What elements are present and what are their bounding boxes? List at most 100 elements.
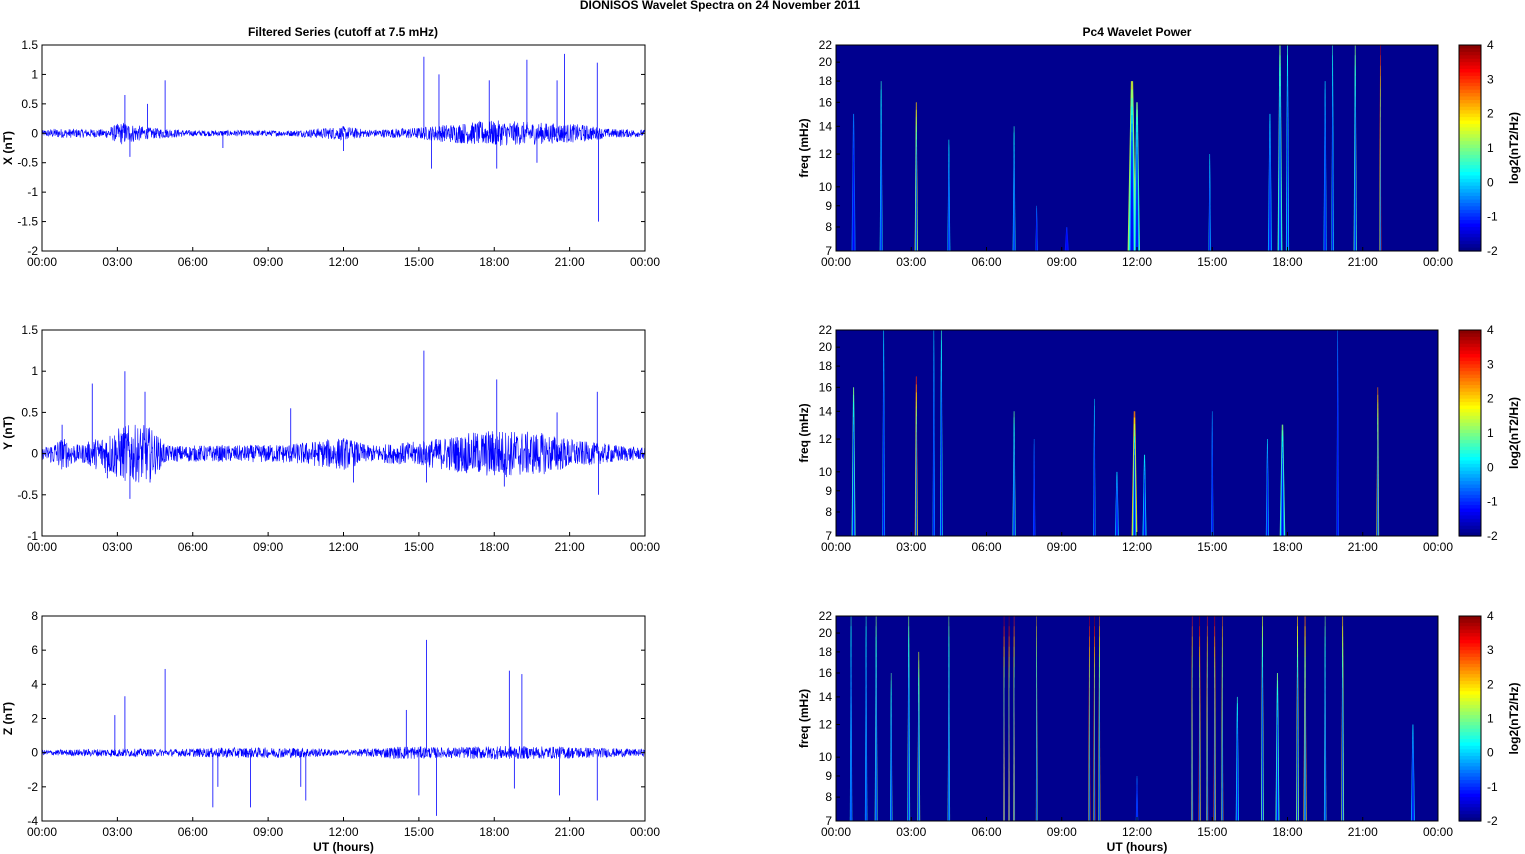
y-tick-label: 22	[819, 609, 833, 623]
colorbar-tick-label: -2	[1487, 814, 1498, 828]
x-axis-label: UT (hours)	[1107, 840, 1168, 854]
colorbar-cell	[1459, 79, 1481, 84]
colorbar-cell	[1459, 742, 1481, 747]
colorbar-cell	[1459, 732, 1481, 737]
colorbar-tick-label: -1	[1487, 495, 1498, 509]
colorbar-cell	[1459, 340, 1481, 345]
y-tick-label: 1.5	[21, 323, 38, 337]
colorbar-cell	[1459, 660, 1481, 665]
colorbar-cell	[1459, 477, 1481, 482]
colorbar-cell	[1459, 773, 1481, 778]
y-tick-label: -2	[27, 780, 38, 794]
colorbar-cell	[1459, 518, 1481, 523]
y-tick-label: 2	[31, 712, 38, 726]
colorbar-cell	[1459, 525, 1481, 530]
x-tick-label: 12:00	[328, 540, 358, 554]
colorbar-cell	[1459, 75, 1481, 80]
y-axis-label: freq (mHz)	[797, 689, 811, 748]
colorbar-cell	[1459, 45, 1481, 50]
colorbar-cell	[1459, 206, 1481, 211]
colorbar-cell	[1459, 347, 1481, 352]
colorbar-cell	[1459, 65, 1481, 70]
colorbar-cell	[1459, 55, 1481, 60]
power-streak	[1008, 687, 1010, 821]
colorbar-cell	[1459, 168, 1481, 173]
colorbar-cell	[1459, 636, 1481, 641]
colorbar-cell	[1459, 467, 1481, 472]
x-tick-label: 03:00	[102, 540, 132, 554]
power-streak	[1236, 740, 1238, 821]
y-axis-label: X (nT)	[1, 131, 15, 165]
colorbar-cell	[1459, 803, 1481, 808]
colorbar-cell	[1459, 398, 1481, 403]
colorbar-tick-label: 1	[1487, 712, 1494, 726]
colorbar-cell	[1459, 735, 1481, 740]
power-streak	[1276, 724, 1278, 821]
colorbar-cell	[1459, 629, 1481, 634]
colorbar-cell	[1459, 192, 1481, 197]
figure-title: DIONISOS Wavelet Spectra on 24 November …	[580, 0, 861, 12]
power-streak	[918, 711, 920, 821]
right-column-title: Pc4 Wavelet Power	[1083, 25, 1192, 39]
colorbar-cell	[1459, 711, 1481, 716]
colorbar-cell	[1459, 508, 1481, 513]
colorbar-tick-label: -1	[1487, 210, 1498, 224]
y-tick-label: -2	[27, 244, 38, 258]
colorbar-cell	[1459, 491, 1481, 496]
colorbar-cell	[1459, 123, 1481, 128]
colorbar-cell	[1459, 810, 1481, 815]
power-streak	[1036, 221, 1037, 251]
colorbar-cell	[1459, 474, 1481, 479]
colorbar-cell	[1459, 756, 1481, 761]
x-tick-label: 03:00	[896, 540, 926, 554]
y-tick-label: 0.5	[21, 97, 38, 111]
y-tick-label: 8	[825, 790, 832, 804]
colorbar-cell	[1459, 721, 1481, 726]
colorbar-cell	[1459, 395, 1481, 400]
colorbar-cell	[1459, 86, 1481, 91]
y-tick-label: 16	[819, 666, 833, 680]
colorbar-label: log2(nT2/Hz)	[1507, 683, 1521, 755]
y-tick-label: -1	[27, 185, 38, 199]
filtered-series-line	[41, 424, 646, 483]
colorbar-tick-label: 3	[1487, 643, 1494, 657]
y-tick-label: 8	[825, 505, 832, 519]
power-streak	[1262, 687, 1263, 821]
x-tick-label: 21:00	[555, 255, 585, 269]
colorbar-cell	[1459, 783, 1481, 788]
colorbar-cell	[1459, 677, 1481, 682]
colorbar-cell	[1459, 766, 1481, 771]
y-tick-label: 4	[31, 677, 38, 691]
colorbar-cell	[1459, 745, 1481, 750]
y-tick-label: 1	[31, 364, 38, 378]
power-streak	[1191, 687, 1193, 821]
colorbar-cell	[1459, 653, 1481, 658]
colorbar-cell	[1459, 350, 1481, 355]
colorbar-cell	[1459, 185, 1481, 190]
colorbar-cell	[1459, 381, 1481, 386]
colorbar-cell	[1459, 515, 1481, 520]
colorbar-cell	[1459, 460, 1481, 465]
colorbar-tick-label: 2	[1487, 392, 1494, 406]
colorbar-frame	[1458, 329, 1482, 537]
x-tick-label: 00:00	[630, 825, 660, 839]
colorbar-cell	[1459, 426, 1481, 431]
x-tick-label: 06:00	[971, 255, 1001, 269]
y-tick-label: -1.5	[17, 215, 38, 229]
colorbar-cell	[1459, 93, 1481, 98]
colorbar-cell	[1459, 708, 1481, 713]
colorbar-cell	[1459, 433, 1481, 438]
colorbar-cell	[1459, 364, 1481, 369]
colorbar-cell	[1459, 522, 1481, 527]
colorbar-cell	[1459, 161, 1481, 166]
x-tick-label: 18:00	[1272, 825, 1302, 839]
colorbar-cell	[1459, 457, 1481, 462]
y-tick-label: 16	[819, 95, 833, 109]
power-streak	[915, 154, 917, 251]
colorbar-cell	[1459, 797, 1481, 802]
x-tick-label: 12:00	[328, 825, 358, 839]
colorbar-cell	[1459, 62, 1481, 67]
colorbar-cell	[1459, 776, 1481, 781]
colorbar-cell	[1459, 354, 1481, 359]
